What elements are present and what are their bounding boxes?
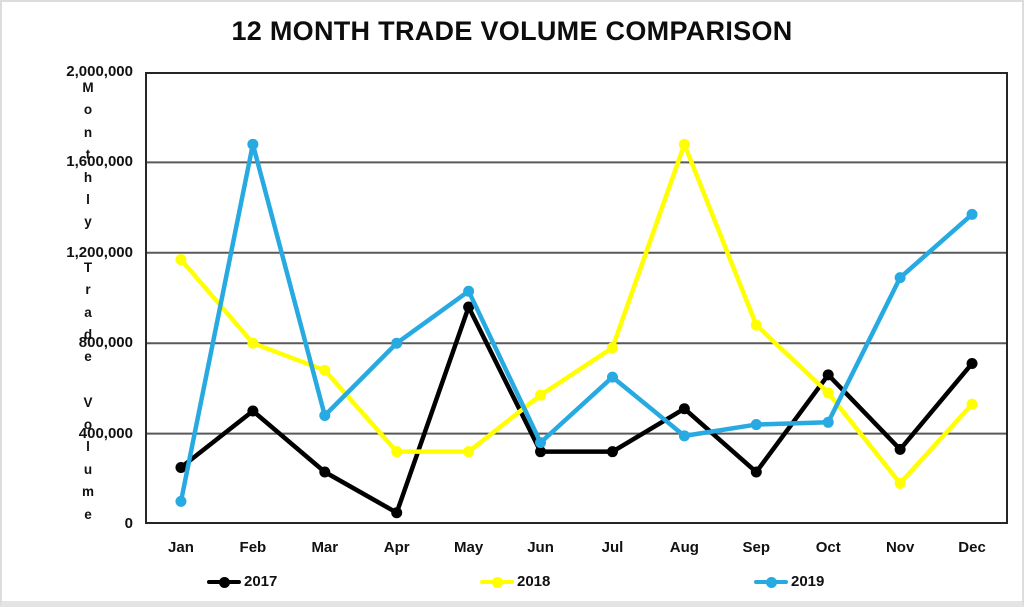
- y-axis-title-letter: y: [84, 214, 92, 230]
- y-tick-label: 800,000: [78, 334, 133, 352]
- data-point-2018-Jan: [175, 254, 187, 266]
- y-tick-label: 2,000,000: [66, 63, 133, 80]
- data-point-2019-Apr: [391, 337, 403, 349]
- x-tick-label: May: [454, 539, 484, 556]
- x-tick-label: Aug: [669, 539, 699, 556]
- data-point-2017-Jan: [175, 462, 187, 473]
- x-tick-label: Jan: [168, 539, 194, 556]
- data-point-2019-Feb: [247, 138, 259, 150]
- data-point-2018-Oct: [822, 387, 834, 399]
- y-axis-title-letter: u: [83, 461, 93, 477]
- data-point-2017-Feb: [247, 405, 259, 417]
- data-point-2018-Dec: [966, 398, 978, 410]
- data-point-2019-Sep: [750, 419, 762, 431]
- y-tick-label: 400,000: [78, 424, 133, 442]
- series-line-2019: [178, 142, 975, 504]
- data-point-2017-Mar: [319, 466, 331, 478]
- data-point-2017-Nov: [894, 443, 906, 455]
- y-tick-label: 1,600,000: [66, 153, 133, 171]
- plot-border: [145, 72, 1008, 524]
- data-point-2017-Oct: [822, 369, 834, 381]
- data-point-2018-Jul: [606, 342, 618, 354]
- data-point-2019-Jan: [175, 495, 187, 507]
- y-axis-title-letter: d: [83, 326, 93, 342]
- y-axis-title-letter: e: [84, 506, 92, 522]
- x-tick-label: Oct: [815, 539, 841, 556]
- x-tick-label: Jul: [601, 539, 624, 556]
- data-point-2018-Feb: [247, 337, 259, 349]
- data-point-2018-Apr: [391, 446, 403, 458]
- y-tick-label: 0: [124, 515, 133, 532]
- data-point-2017-Sep: [750, 466, 762, 478]
- data-point-2018-Nov: [894, 477, 906, 489]
- y-axis-title-letter: r: [85, 282, 91, 298]
- data-point-2019-Dec: [966, 208, 978, 220]
- x-tick-label: Dec: [958, 539, 986, 556]
- y-axis-title-letter: V: [83, 394, 93, 410]
- data-point-2017-Dec: [966, 358, 978, 370]
- y-axis-title-letter: o: [83, 102, 93, 118]
- y-axis-title-letter: m: [81, 484, 94, 500]
- data-point-2017-May: [463, 301, 475, 313]
- data-point-2018-Jun: [535, 389, 547, 401]
- data-point-2018-Mar: [319, 364, 331, 376]
- x-tick-label: Sep: [742, 539, 771, 556]
- data-point-2019-Nov: [894, 272, 906, 284]
- x-tick-label: Jun: [527, 539, 554, 556]
- data-point-2019-Mar: [319, 410, 331, 422]
- y-axis-title-letter: h: [83, 169, 93, 185]
- data-point-2017-Jun: [535, 446, 547, 458]
- data-point-2018-Aug: [678, 138, 690, 150]
- y-axis-title-letter: T: [83, 259, 93, 275]
- data-point-2019-Jun: [535, 437, 547, 449]
- data-point-2019-May: [463, 285, 475, 297]
- series-line-2017: [178, 304, 975, 515]
- plot-area: [145, 72, 1008, 524]
- y-axis-title-letter: M: [82, 80, 94, 95]
- y-axis-title-letter: o: [83, 417, 93, 433]
- data-point-2017-Apr: [391, 507, 403, 519]
- data-point-2018-May: [463, 446, 475, 458]
- data-point-2018-Sep: [750, 319, 762, 331]
- data-point-2017-Jul: [606, 446, 618, 458]
- y-axis-title-letter: n: [83, 124, 93, 140]
- data-point-2019-Aug: [678, 430, 690, 442]
- data-point-2019-Oct: [822, 416, 834, 428]
- y-axis: 0 400,000 800,000 1,200,000 1,600,000 2,000,0…: [2, 2, 133, 601]
- x-tick-label: Mar: [311, 539, 339, 556]
- y-axis-title-letter: t: [85, 147, 91, 163]
- y-axis-title-letter: l: [86, 439, 90, 455]
- x-tick-label: Apr: [383, 539, 410, 556]
- x-tick-label: Nov: [885, 539, 915, 556]
- y-tick-label: 1,200,000: [66, 243, 133, 261]
- data-point-2019-Jul: [606, 371, 618, 383]
- x-tick-label: Feb: [239, 539, 267, 556]
- y-axis-title-letter: a: [84, 304, 92, 320]
- y-axis-title-letter: l: [86, 191, 90, 207]
- chart-title: 12 MONTH TRADE VOLUME COMPARISON: [231, 16, 793, 46]
- data-point-2017-Aug: [678, 403, 690, 415]
- y-axis-title-letter: e: [84, 349, 92, 365]
